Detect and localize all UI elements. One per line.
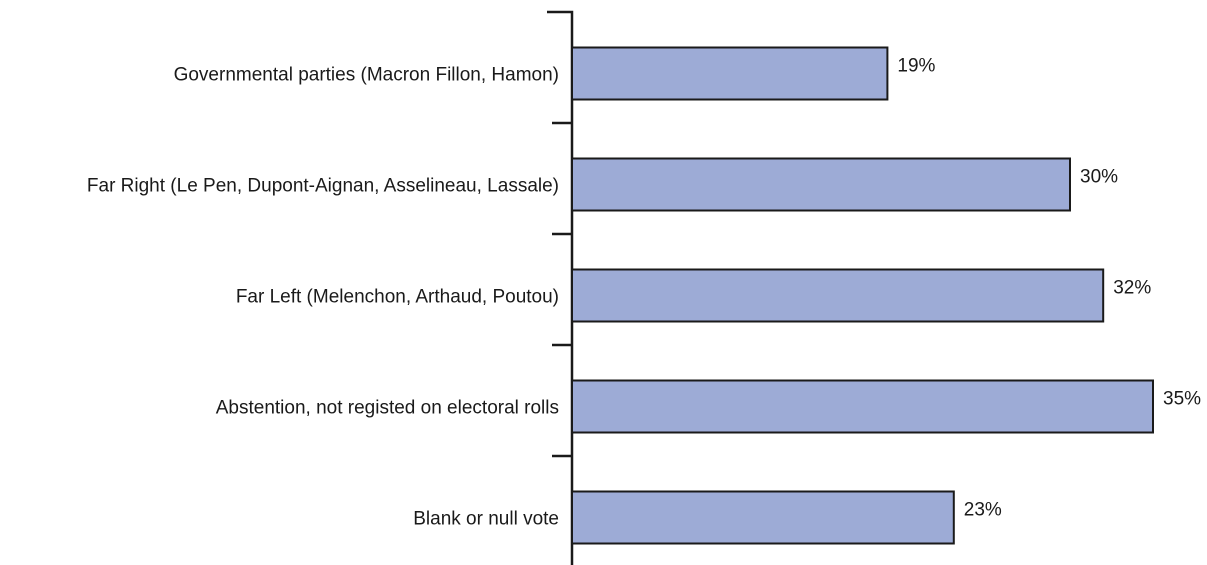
category-label: Abstention, not registed on electoral ro… bbox=[216, 398, 559, 419]
labels-layer: Governmental parties (Macron Fillon, Ham… bbox=[87, 56, 1201, 530]
value-label: 35% bbox=[1163, 389, 1201, 410]
value-label: 32% bbox=[1113, 278, 1151, 299]
category-label: Governmental parties (Macron Fillon, Ham… bbox=[174, 65, 559, 86]
value-label: 19% bbox=[897, 56, 935, 77]
bar bbox=[571, 379, 1154, 434]
value-label: 30% bbox=[1080, 167, 1118, 188]
bar bbox=[571, 490, 955, 545]
category-label: Blank or null vote bbox=[413, 509, 559, 530]
bar bbox=[571, 157, 1071, 212]
bar bbox=[571, 268, 1105, 323]
category-label: Far Left (Melenchon, Arthaud, Poutou) bbox=[236, 287, 559, 308]
value-label: 23% bbox=[964, 500, 1002, 521]
bar bbox=[571, 46, 889, 101]
category-label: Far Right (Le Pen, Dupont-Aignan, Asseli… bbox=[87, 176, 559, 197]
bars-layer bbox=[571, 46, 1154, 545]
